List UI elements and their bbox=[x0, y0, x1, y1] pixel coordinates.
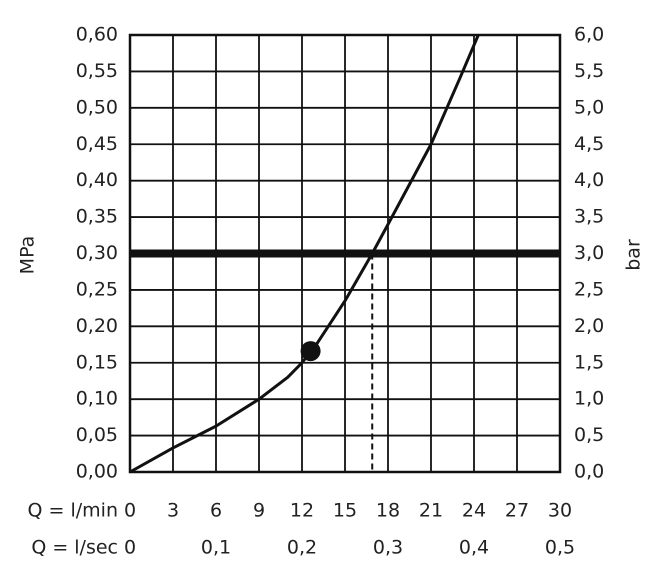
y2-tick-label: 5,0 bbox=[574, 96, 604, 118]
y-axis-label: MPa bbox=[17, 236, 39, 275]
x-tick-label: 24 bbox=[462, 500, 486, 522]
x-tick-label: 27 bbox=[505, 500, 529, 522]
x-tick-label: 12 bbox=[290, 500, 314, 522]
x2-tick-label: 0,3 bbox=[373, 537, 403, 559]
x-tick-label: 18 bbox=[376, 500, 400, 522]
x-tick-label: 21 bbox=[419, 500, 443, 522]
y-tick-label: 0,60 bbox=[76, 24, 118, 46]
x2-tick-label: 0,4 bbox=[459, 537, 489, 559]
y2-tick-label: 1,0 bbox=[574, 388, 604, 410]
y-tick-label: 0,30 bbox=[76, 242, 118, 264]
y2-tick-label: 4,5 bbox=[574, 133, 604, 155]
x2-tick-label: 0 bbox=[124, 537, 136, 559]
y2-tick-label: 3,5 bbox=[574, 206, 604, 228]
x-tick-label: 0 bbox=[124, 500, 136, 522]
x2-tick-label: 0,2 bbox=[287, 537, 317, 559]
x-tick-label: 9 bbox=[253, 500, 265, 522]
y2-tick-label: 3,0 bbox=[574, 242, 604, 264]
x-tick-label: 15 bbox=[333, 500, 357, 522]
y-tick-label: 0,20 bbox=[76, 315, 118, 337]
x-tick-label: 30 bbox=[548, 500, 572, 522]
y2-tick-label: 0,0 bbox=[574, 461, 604, 483]
y-tick-label: 0,45 bbox=[76, 133, 118, 155]
y-tick-label: 0,10 bbox=[76, 388, 118, 410]
x2-tick-label: 0,5 bbox=[545, 537, 575, 559]
y2-tick-label: 4,0 bbox=[574, 169, 604, 191]
y2-tick-label: 1,5 bbox=[574, 351, 604, 373]
y-tick-label: 0,40 bbox=[76, 169, 118, 191]
y2-tick-label: 2,5 bbox=[574, 278, 604, 300]
y-tick-label: 0,55 bbox=[76, 60, 118, 82]
y2-tick-label: 2,0 bbox=[574, 315, 604, 337]
y-tick-label: 0,15 bbox=[76, 351, 118, 373]
x-axis-label: Q = l/min bbox=[28, 500, 118, 522]
operating-point bbox=[300, 341, 321, 362]
y-tick-label: 0,50 bbox=[76, 96, 118, 118]
x2-tick-label: 0,1 bbox=[201, 537, 231, 559]
y-tick-label: 0,25 bbox=[76, 278, 118, 300]
x-tick-label: 3 bbox=[167, 500, 179, 522]
y2-tick-label: 6,0 bbox=[574, 24, 604, 46]
x2-axis-label: Q = l/sec bbox=[31, 537, 118, 559]
y-tick-label: 0,05 bbox=[76, 424, 118, 446]
y2-tick-label: 5,5 bbox=[574, 60, 604, 82]
y2-tick-label: 0,5 bbox=[574, 424, 604, 446]
y2-axis-label: bar bbox=[623, 239, 645, 271]
x-tick-label: 6 bbox=[210, 500, 222, 522]
y-tick-label: 0,35 bbox=[76, 206, 118, 228]
y-tick-label: 0,00 bbox=[76, 461, 118, 483]
